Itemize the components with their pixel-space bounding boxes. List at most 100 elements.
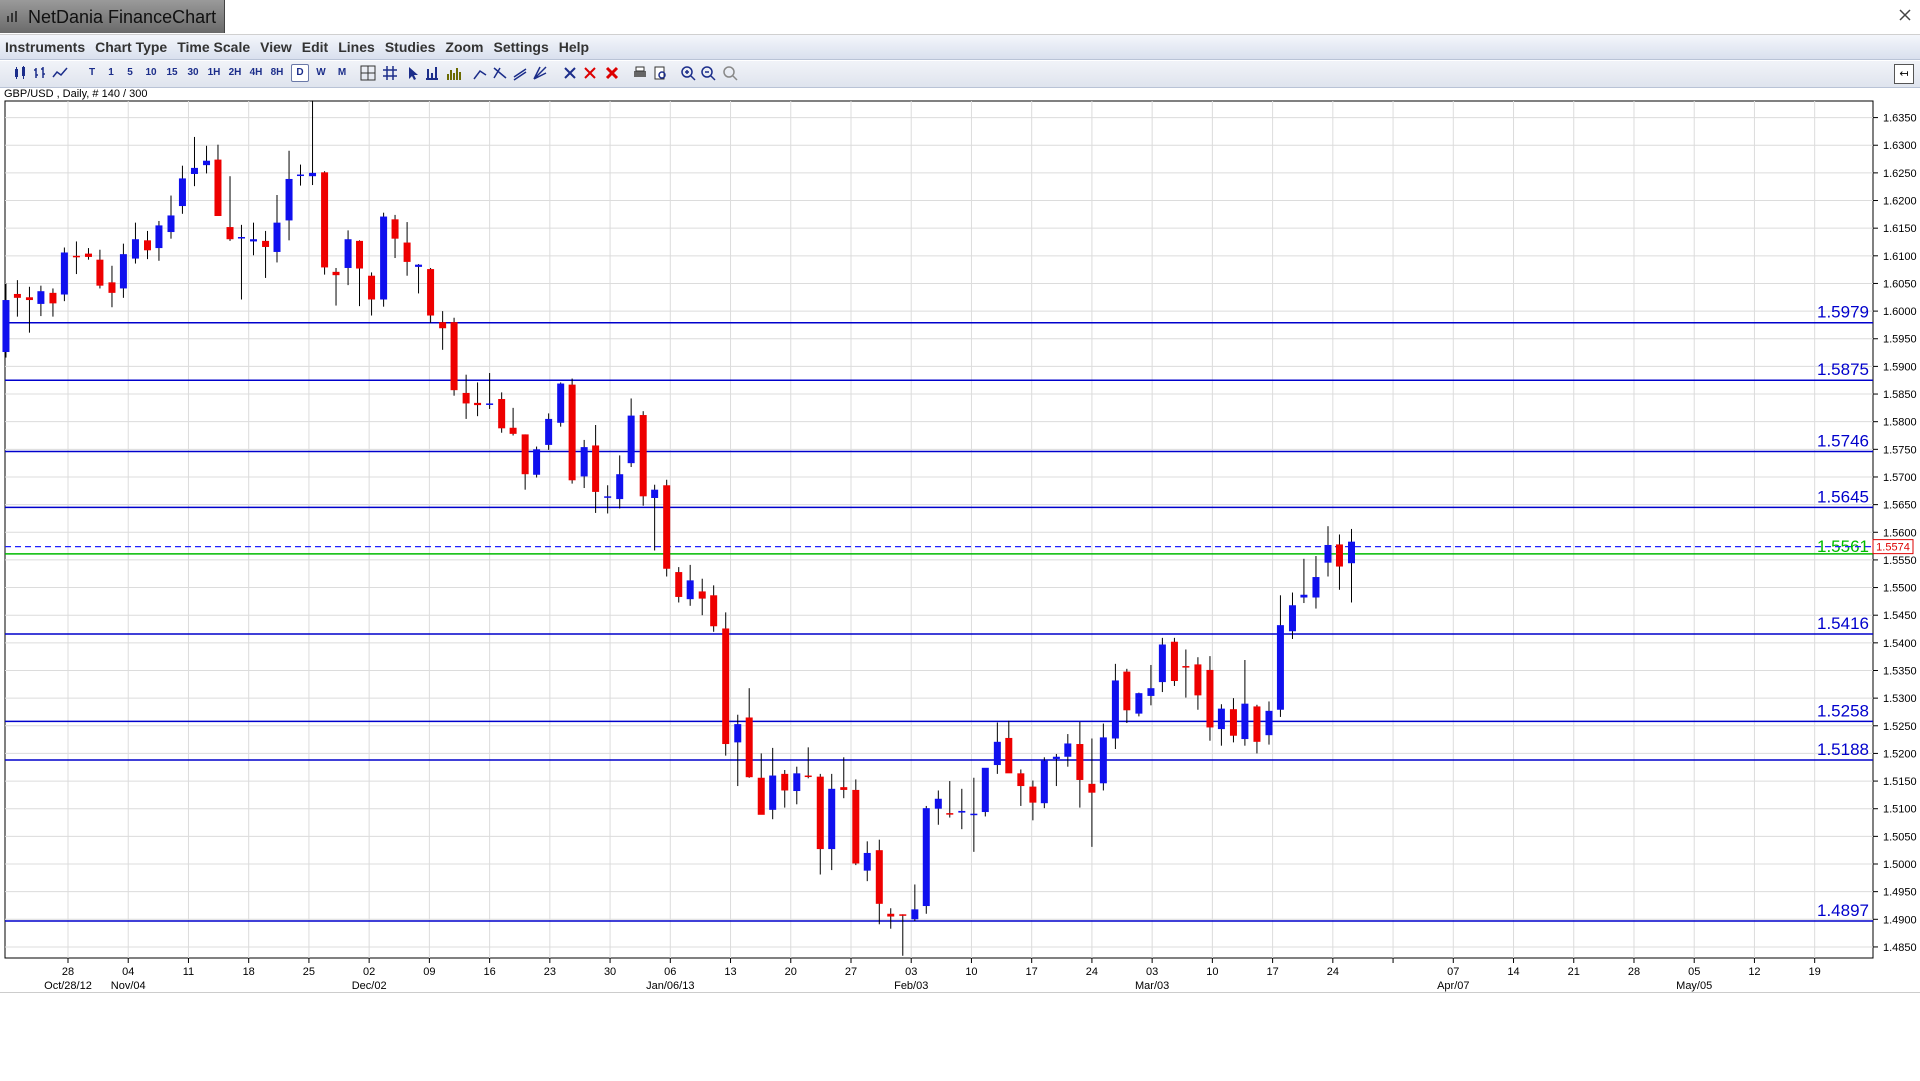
candle-body-down bbox=[356, 240, 364, 269]
panel-toggle-button[interactable]: ↤ bbox=[1894, 64, 1914, 84]
menu-studies[interactable]: Studies bbox=[384, 39, 436, 55]
candle-body-down bbox=[1088, 783, 1096, 793]
x-tick-label: 04 bbox=[122, 966, 134, 978]
candle-body-down bbox=[427, 269, 435, 316]
menu-lines[interactable]: Lines bbox=[338, 39, 375, 55]
candle-body-up bbox=[1147, 688, 1155, 696]
candle-body-down bbox=[84, 253, 92, 257]
candle-body-down bbox=[592, 445, 600, 492]
candle-body-down bbox=[262, 240, 270, 247]
menu-edit[interactable]: Edit bbox=[301, 39, 329, 55]
x-tick-label: 05 bbox=[1688, 966, 1700, 978]
last-close-label: 1.5574 bbox=[1876, 542, 1910, 554]
candlestick-chart[interactable]: 1.6350 1.6300 1.6250 1.6200 1.6150 1.6100 1.60… bbox=[0, 0, 1920, 992]
timescale-10-button[interactable]: 10 bbox=[145, 67, 157, 78]
x-tick-label: 03 bbox=[905, 966, 917, 978]
timescale-2h-button[interactable]: 2H bbox=[228, 67, 242, 78]
volume-icon[interactable] bbox=[446, 65, 462, 81]
candle-body-down bbox=[368, 275, 376, 300]
timescale-t-button[interactable]: T bbox=[88, 67, 96, 78]
timescale-1h-button[interactable]: 1H bbox=[207, 67, 221, 78]
menu-view[interactable]: View bbox=[260, 39, 292, 55]
candle-body-down bbox=[1170, 641, 1178, 681]
candle-body-up bbox=[734, 724, 742, 743]
current-price-label: 1.5561 bbox=[1817, 537, 1869, 556]
candle-body-up bbox=[863, 852, 871, 871]
candle-body-down bbox=[214, 159, 222, 217]
bar-chart-icon[interactable] bbox=[32, 65, 48, 81]
candle-body-down bbox=[521, 434, 529, 475]
delete-icon[interactable] bbox=[582, 65, 598, 81]
channel-icon[interactable] bbox=[512, 65, 528, 81]
scale-icon[interactable] bbox=[424, 65, 440, 81]
candle-body-down bbox=[946, 813, 954, 815]
print-icon[interactable] bbox=[632, 65, 648, 81]
y-tick-label: 1.5750 bbox=[1883, 444, 1917, 456]
candle-body-up bbox=[344, 239, 352, 268]
x-tick-label: 17 bbox=[1266, 966, 1278, 978]
level-label: 1.5258 bbox=[1817, 701, 1869, 720]
fan-icon[interactable] bbox=[532, 65, 548, 81]
crosshair-icon[interactable] bbox=[360, 65, 376, 81]
candle-body-down bbox=[13, 293, 21, 298]
level-label: 1.5979 bbox=[1817, 303, 1869, 322]
cursor-icon[interactable] bbox=[404, 65, 420, 81]
x-tick-label: 19 bbox=[1809, 966, 1821, 978]
grid-icon[interactable] bbox=[382, 65, 398, 81]
candle-body-down bbox=[1229, 709, 1237, 736]
print-preview-icon[interactable] bbox=[652, 65, 668, 81]
timescale-30-button[interactable]: 30 bbox=[187, 67, 199, 78]
y-tick-label: 1.5550 bbox=[1883, 555, 1917, 567]
candle-body-up bbox=[580, 447, 588, 477]
app-tab[interactable]: NetDania FinanceChart bbox=[0, 0, 225, 33]
timescale-15-button[interactable]: 15 bbox=[166, 67, 178, 78]
candles bbox=[2, 100, 1356, 956]
menu-help[interactable]: Help bbox=[558, 39, 590, 55]
zoom-out-icon[interactable] bbox=[700, 65, 716, 81]
timescale-w-button[interactable]: W bbox=[316, 67, 326, 78]
candle-body-down bbox=[144, 240, 152, 251]
timescale-m-button[interactable]: M bbox=[337, 67, 347, 78]
menu-instruments[interactable]: Instruments bbox=[5, 39, 86, 55]
candle-body-up bbox=[1158, 644, 1166, 683]
timescale-4h-button[interactable]: 4H bbox=[249, 67, 263, 78]
x-month-label: Feb/03 bbox=[894, 980, 928, 992]
level-label: 1.5645 bbox=[1817, 487, 1869, 506]
delete-line-icon[interactable] bbox=[562, 65, 578, 81]
zoom-in-icon[interactable] bbox=[680, 65, 696, 81]
x-tick-label: 09 bbox=[423, 966, 435, 978]
delete-all-icon[interactable] bbox=[604, 65, 620, 81]
y-tick-label: 1.6100 bbox=[1883, 251, 1917, 263]
candlestick-icon[interactable] bbox=[12, 65, 28, 81]
candle-body-up bbox=[1040, 760, 1048, 804]
candle-body-down bbox=[781, 773, 789, 791]
trendline-icon[interactable] bbox=[472, 65, 488, 81]
y-tick-label: 1.5850 bbox=[1883, 389, 1917, 401]
timescale-1-button[interactable]: 1 bbox=[108, 67, 114, 78]
menu-chart-type[interactable]: Chart Type bbox=[95, 39, 168, 55]
candle-body-down bbox=[1335, 544, 1343, 567]
x-tick-label: 10 bbox=[1206, 966, 1218, 978]
y-tick-label: 1.5700 bbox=[1883, 472, 1917, 484]
candle-body-up bbox=[296, 174, 304, 177]
candle-body-up bbox=[285, 178, 293, 221]
candle-body-up bbox=[627, 415, 635, 464]
x-month-label: Mar/03 bbox=[1135, 980, 1169, 992]
menu-zoom[interactable]: Zoom bbox=[445, 39, 484, 55]
menu-time-scale[interactable]: Time Scale bbox=[177, 39, 251, 55]
y-tick-label: 1.5200 bbox=[1883, 748, 1917, 760]
menu-settings[interactable]: Settings bbox=[493, 39, 549, 55]
candle-body-up bbox=[237, 237, 245, 239]
timescale-d-button[interactable]: D bbox=[291, 64, 309, 82]
chart-logo-icon bbox=[7, 11, 17, 22]
zoom-reset-icon[interactable] bbox=[722, 65, 738, 81]
candle-body-down bbox=[226, 227, 234, 240]
line-chart-icon[interactable] bbox=[52, 65, 68, 81]
fib-icon[interactable] bbox=[492, 65, 508, 81]
y-tick-label: 1.4900 bbox=[1883, 914, 1917, 926]
timescale-8h-button[interactable]: 8H bbox=[270, 67, 284, 78]
candle-body-down bbox=[1123, 671, 1131, 711]
window-close-icon[interactable] bbox=[1898, 8, 1912, 22]
timescale-5-button[interactable]: 5 bbox=[127, 67, 133, 78]
candle-body-down bbox=[1005, 737, 1013, 774]
